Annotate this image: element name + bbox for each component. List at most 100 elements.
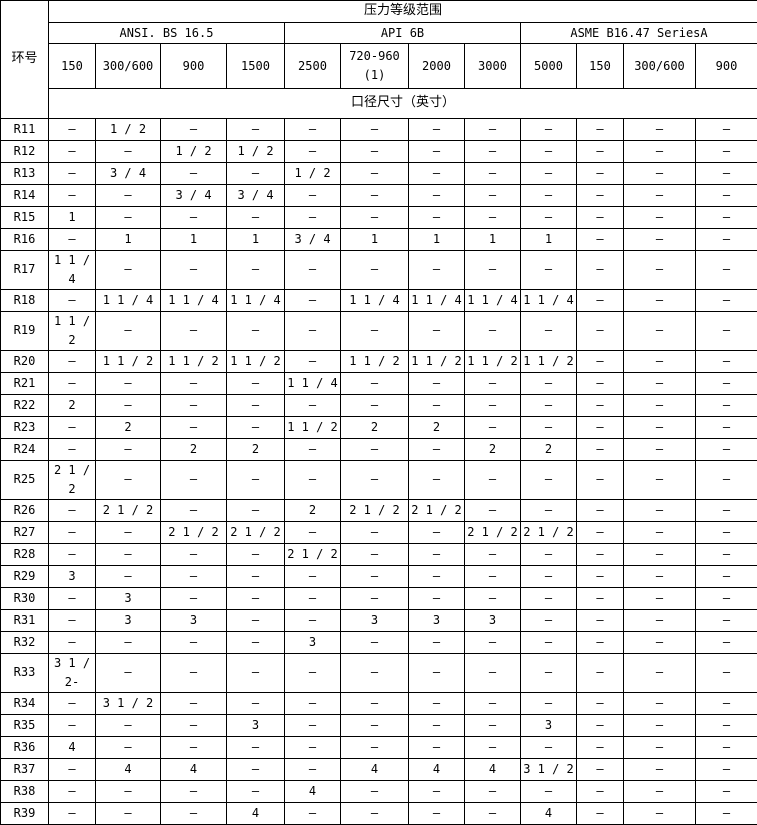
size-cell: – xyxy=(696,609,757,631)
size-cell: 1 xyxy=(227,229,285,251)
size-cell: – xyxy=(696,460,757,499)
size-cell: – xyxy=(341,653,409,692)
size-cell: – xyxy=(624,163,696,185)
size-cell: 2 xyxy=(161,438,227,460)
size-cell: – xyxy=(96,521,161,543)
size-cell: 1 1 / 2 xyxy=(521,350,577,372)
size-cell: 4 xyxy=(161,758,227,780)
size-cell: – xyxy=(624,499,696,521)
size-cell: – xyxy=(696,692,757,714)
size-cell: – xyxy=(285,802,341,824)
pressure-class-header: 300/600 xyxy=(624,44,696,89)
size-cell: – xyxy=(521,499,577,521)
table-row: R13–3 / 4––1 / 2––––––– xyxy=(1,163,757,185)
size-cell: 3 xyxy=(227,714,285,736)
size-cell: 1 xyxy=(49,207,96,229)
size-cell: – xyxy=(227,653,285,692)
size-cell: – xyxy=(521,565,577,587)
size-cell: – xyxy=(465,119,521,141)
size-cell: – xyxy=(409,543,465,565)
size-cell: – xyxy=(624,692,696,714)
size-cell: – xyxy=(285,119,341,141)
size-cell: – xyxy=(227,631,285,653)
size-cell: – xyxy=(696,311,757,350)
size-cell: – xyxy=(696,185,757,207)
size-cell: – xyxy=(577,758,624,780)
size-cell: 3 1 / 2 xyxy=(96,692,161,714)
size-cell: – xyxy=(577,631,624,653)
size-cell: – xyxy=(577,438,624,460)
size-cell: – xyxy=(227,251,285,290)
size-cell: – xyxy=(624,141,696,163)
size-cell: – xyxy=(624,565,696,587)
size-cell: – xyxy=(624,372,696,394)
size-cell: 3 xyxy=(161,609,227,631)
banner-row: 环号 压力等级范围 xyxy=(1,1,757,23)
size-cell: – xyxy=(465,692,521,714)
size-cell: – xyxy=(341,543,409,565)
size-cell: – xyxy=(577,587,624,609)
size-cell: – xyxy=(624,251,696,290)
size-cell: 1 1 / 4 xyxy=(341,289,409,311)
size-cell: – xyxy=(696,251,757,290)
size-cell: – xyxy=(409,394,465,416)
size-cell: – xyxy=(577,736,624,758)
size-cell: – xyxy=(465,653,521,692)
size-cell: – xyxy=(521,251,577,290)
size-cell: – xyxy=(624,653,696,692)
size-cell: – xyxy=(285,714,341,736)
size-cell: – xyxy=(96,185,161,207)
size-cell: – xyxy=(285,141,341,163)
size-cell: – xyxy=(49,289,96,311)
ring-number-cell: R27 xyxy=(1,521,49,543)
size-cell: 1 1 / 2 xyxy=(161,350,227,372)
ring-number-cell: R16 xyxy=(1,229,49,251)
size-cell: – xyxy=(409,438,465,460)
size-cell: – xyxy=(577,163,624,185)
size-cell: – xyxy=(465,543,521,565)
size-cell: 4 xyxy=(96,758,161,780)
size-cell: 2 1 / 2 xyxy=(227,521,285,543)
size-cell: – xyxy=(341,521,409,543)
size-cell: – xyxy=(161,251,227,290)
size-cell: – xyxy=(227,499,285,521)
size-cell: 2 1 / 2 xyxy=(409,499,465,521)
size-cell: – xyxy=(227,394,285,416)
size-cell: – xyxy=(577,229,624,251)
size-cell: 3 xyxy=(465,609,521,631)
size-cell: – xyxy=(521,631,577,653)
size-cell: – xyxy=(696,736,757,758)
size-cell: 2 1 / 2 xyxy=(49,460,96,499)
table-row: R38––––4––––––– xyxy=(1,780,757,802)
ring-number-cell: R11 xyxy=(1,119,49,141)
size-cell: – xyxy=(624,802,696,824)
size-cell: 1 1 / 2 xyxy=(285,416,341,438)
size-cell: – xyxy=(521,141,577,163)
size-cell: 4 xyxy=(409,758,465,780)
ring-number-cell: R34 xyxy=(1,692,49,714)
table-row: R35–––3––––3––– xyxy=(1,714,757,736)
size-cell: – xyxy=(409,565,465,587)
size-cell: – xyxy=(577,311,624,350)
size-cell: 1 xyxy=(409,229,465,251)
size-cell: – xyxy=(409,780,465,802)
size-cell: – xyxy=(577,289,624,311)
size-cell: – xyxy=(285,185,341,207)
size-cell: – xyxy=(696,289,757,311)
ring-number-cell: R37 xyxy=(1,758,49,780)
size-cell: 4 xyxy=(227,802,285,824)
size-cell: – xyxy=(696,207,757,229)
size-cell: – xyxy=(285,758,341,780)
size-cell: – xyxy=(409,653,465,692)
size-cell: 2 xyxy=(409,416,465,438)
size-cell: – xyxy=(465,736,521,758)
size-cell: – xyxy=(341,185,409,207)
size-cell: 1 1 / 2 xyxy=(227,350,285,372)
bore-size-band: 口径尺寸（英寸） xyxy=(49,89,757,119)
size-cell: – xyxy=(227,311,285,350)
